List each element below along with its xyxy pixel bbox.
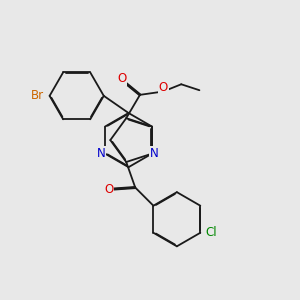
Text: Cl: Cl xyxy=(205,226,217,239)
Text: O: O xyxy=(104,183,113,196)
Text: O: O xyxy=(117,72,126,85)
Text: O: O xyxy=(158,81,168,94)
Text: N: N xyxy=(150,147,159,160)
Text: Br: Br xyxy=(31,89,44,102)
Text: N: N xyxy=(97,147,106,160)
